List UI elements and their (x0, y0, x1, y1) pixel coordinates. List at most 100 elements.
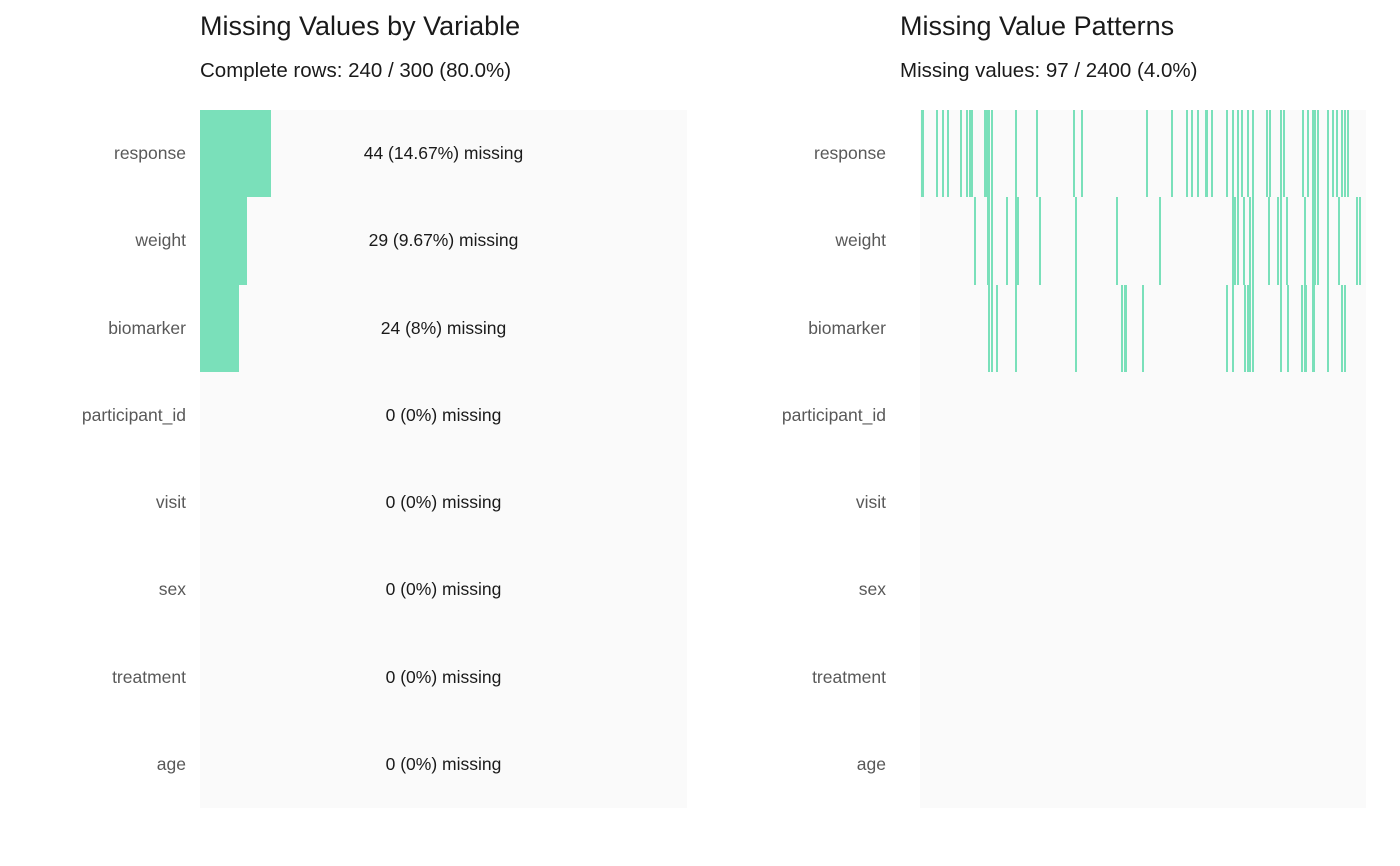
bars-panel: 44 (14.67%) missing 29 (9.67%) missing 24 … (200, 110, 687, 808)
missing-cell-line (1327, 197, 1330, 285)
missing-cell-line (1312, 284, 1315, 372)
missing-cell-line (1312, 197, 1315, 285)
missing-cell-line (1248, 197, 1251, 285)
missing-cell-line (1343, 110, 1346, 198)
missing-cell-line (1305, 284, 1308, 372)
missing-cell-line (1125, 284, 1128, 372)
missing-cell-line (1015, 197, 1018, 285)
right-chart-subtitle: Missing values: 97 / 2400 (4.0%) (900, 59, 1198, 82)
axis-label-response: response (114, 143, 186, 164)
missing-cell-line (1337, 197, 1340, 285)
missing-cell-line (988, 197, 991, 285)
bar-annotation-biomarker: 24 (8%) missing (380, 317, 507, 338)
missing-cell-line (1186, 110, 1189, 198)
missing-bar-biomarker (200, 284, 239, 372)
bar-annotation-sex: 0 (0%) missing (385, 579, 502, 600)
axis-label-treatment: treatment (812, 666, 886, 687)
missing-cell-line (970, 110, 973, 198)
axis-label-participant_id: participant_id (81, 404, 186, 425)
missing-cell-line (1236, 110, 1239, 198)
missing-cell-line (1327, 110, 1330, 198)
missing-cell-line (1279, 284, 1282, 372)
bar-annotation-treatment: 0 (0%) missing (385, 666, 502, 687)
missing-cell-line (1244, 284, 1247, 372)
right-chart-title: Missing Value Patterns (900, 11, 1175, 41)
missing-cell-line (1251, 197, 1254, 285)
missing-cell-line (1340, 110, 1343, 198)
missing-cell-line (1247, 284, 1250, 372)
missing-cell-line (1282, 110, 1285, 198)
missing-cell-line (1123, 284, 1126, 372)
axis-label-response: response (814, 143, 886, 164)
missing-cell-line (1226, 284, 1229, 372)
missing-cell-line (1016, 197, 1019, 285)
missing-cell-line (1358, 197, 1361, 285)
missing-cell-line (988, 110, 991, 198)
missing-cell-line (1006, 197, 1009, 285)
missing-cell-line (1251, 284, 1254, 372)
missing-cell-line (1080, 110, 1083, 198)
missing-cell-line (1190, 110, 1193, 198)
missing-cell-line (1211, 110, 1214, 198)
left-chart-subtitle: Complete rows: 240 / 300 (80.0%) (200, 59, 512, 82)
missing-cell-line (1074, 284, 1077, 372)
missing-cell-line (1276, 197, 1279, 285)
missing-bar-response (200, 110, 272, 198)
axis-label-weight: weight (135, 230, 186, 251)
missing-cell-line (1232, 284, 1235, 372)
missing-cell-line (1313, 197, 1317, 285)
missing-cell-line (1159, 197, 1162, 285)
missing-cell-line (1287, 284, 1290, 372)
missing-cell-line (991, 197, 994, 285)
right-axis-labels: response weight biomarker participant_id vis… (700, 110, 886, 808)
missing-cell-line (1313, 110, 1317, 198)
missing-cell-line (1226, 110, 1229, 198)
missing-cell-line (1279, 110, 1282, 198)
missing-cell-line (1074, 197, 1077, 285)
missing-cell-line (985, 110, 988, 198)
missing-cell-line (1346, 110, 1349, 198)
missing-cell-line (1267, 197, 1270, 285)
missing-cell-line (986, 197, 989, 285)
axis-label-participant_id: participant_id (781, 404, 886, 425)
missing-cell-line (946, 110, 949, 198)
missing-cell-line (1355, 197, 1358, 285)
bar-annotation-participant_id: 0 (0%) missing (385, 404, 502, 425)
missing-cell-line (936, 110, 939, 198)
axis-label-sex: sex (158, 579, 186, 600)
left-chart-title: Missing Values by Variable (200, 11, 521, 41)
missing-cell-line (1015, 284, 1018, 372)
bar-annotation-response: 44 (14.67%) missing (363, 143, 524, 164)
axis-label-biomarker: biomarker (108, 317, 186, 338)
axis-label-treatment: treatment (112, 666, 186, 687)
missing-cell-line (921, 110, 924, 198)
missing-cell-line (991, 284, 994, 372)
missing-cell-line (1247, 110, 1250, 198)
missing-cell-line (1171, 110, 1174, 198)
missing-cell-line (1302, 110, 1305, 198)
missing-cell-line (1141, 284, 1144, 372)
axis-label-biomarker: biomarker (808, 317, 886, 338)
bar-annotation-weight: 29 (9.67%) missing (368, 230, 519, 251)
missing-cell-line (973, 197, 976, 285)
missing-cell-line (1306, 110, 1309, 198)
missing-cell-line (1035, 110, 1039, 198)
missing-cell-line (1073, 110, 1076, 198)
missing-cell-line (966, 110, 969, 198)
bar-annotation-age: 0 (0%) missing (385, 753, 502, 774)
missing-cell-line (1241, 110, 1244, 198)
missing-cell-line (988, 284, 991, 372)
missing-cell-line (1242, 197, 1245, 285)
missing-cell-line (1145, 110, 1149, 198)
missing-cell-line (1340, 284, 1343, 372)
missing-cell-line (1303, 197, 1306, 285)
missing-cell-line (1236, 197, 1239, 285)
missing-cell-line (1233, 197, 1236, 285)
missing-cell-line (1279, 197, 1282, 285)
missing-cell-line (1285, 197, 1288, 285)
missing-cell-line (969, 110, 972, 198)
missing-cell-line (1336, 110, 1339, 198)
missing-cell-line (1015, 110, 1018, 198)
missing-cell-line (1251, 110, 1254, 198)
missing-cell-line (991, 110, 994, 198)
